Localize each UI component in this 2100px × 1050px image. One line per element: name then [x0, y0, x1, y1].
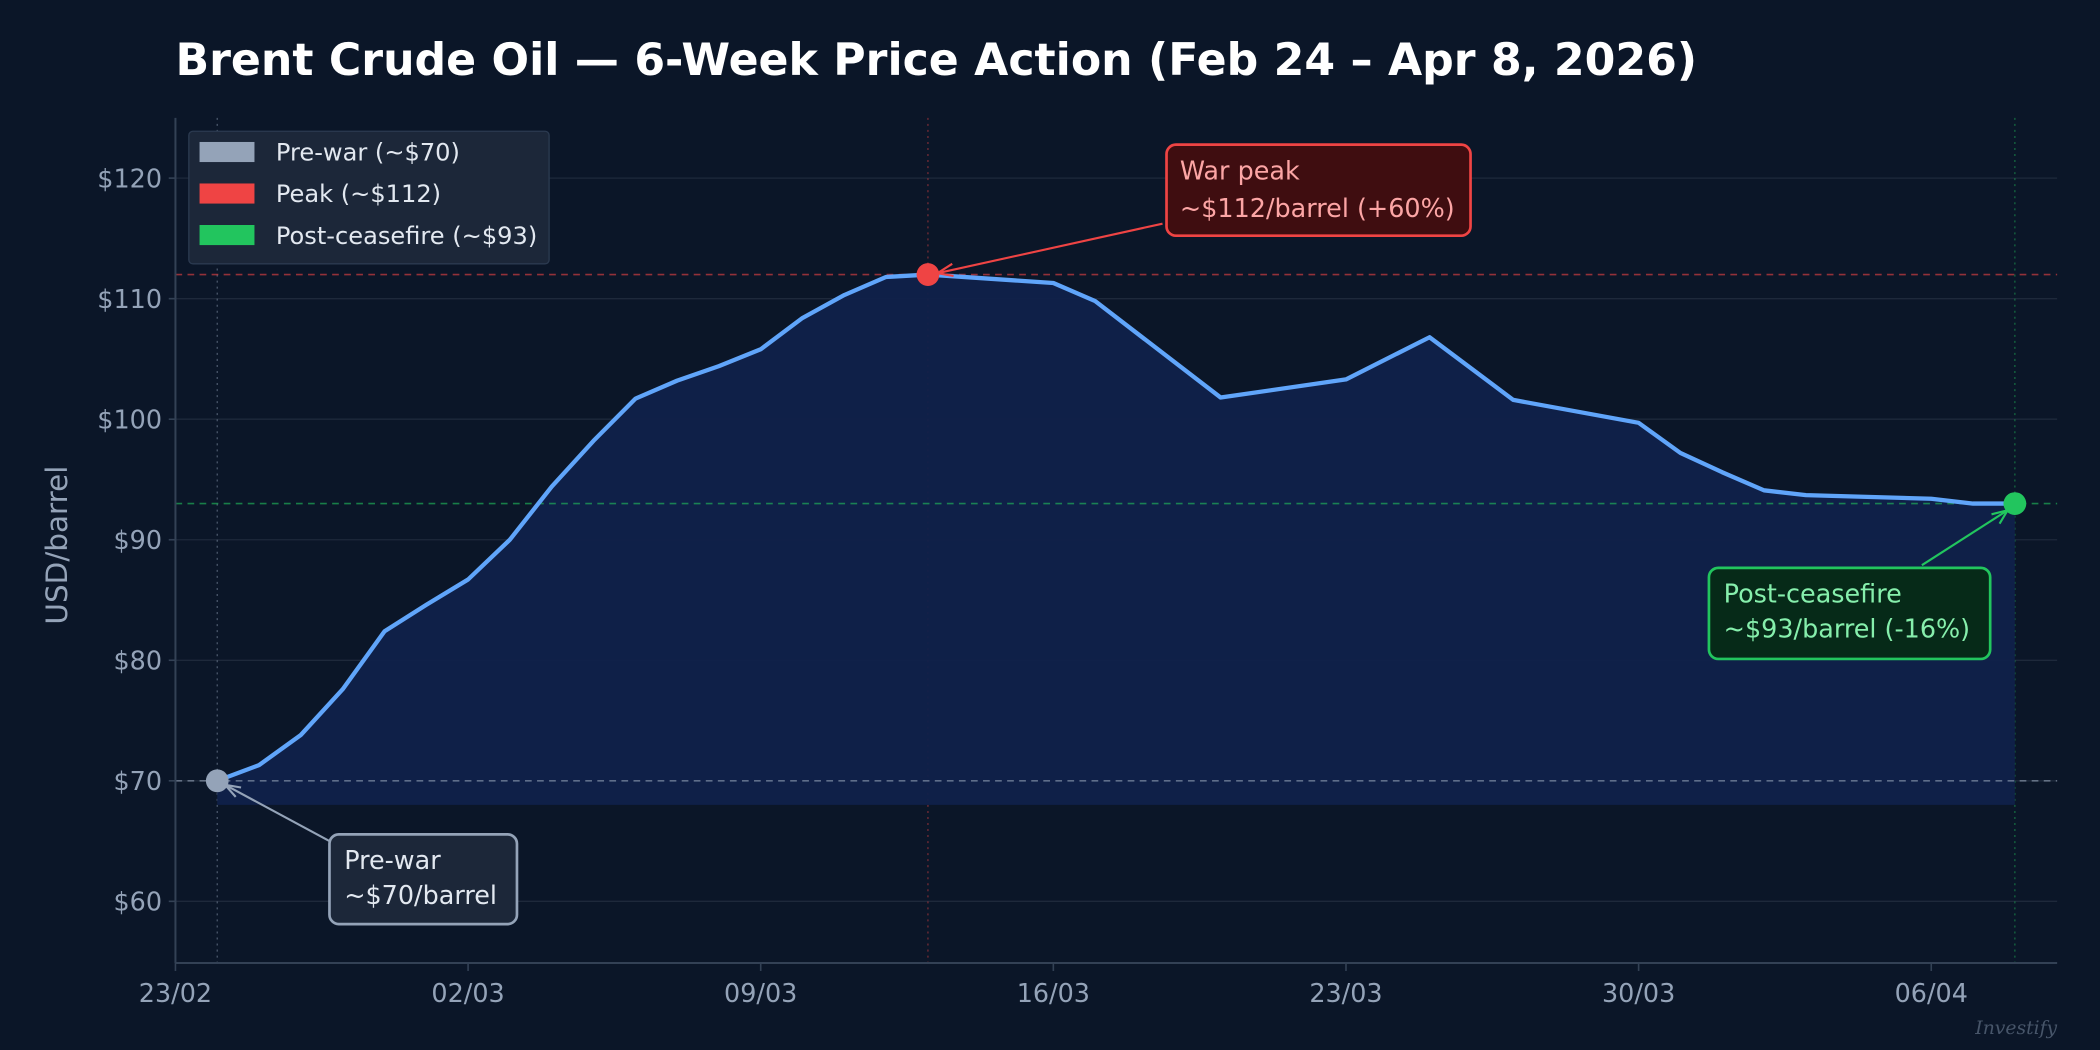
annotation-peak-value: ~$112/barrel (+60%)	[1180, 193, 1455, 223]
key-point-marker	[2003, 492, 2027, 515]
legend-item: Peak (~$112)	[199, 180, 441, 208]
reference-lines	[175, 273, 2058, 782]
annotation-post-title: Post-ceasefire	[1724, 579, 1902, 609]
legend-label: Peak (~$112)	[276, 180, 441, 208]
x-ticks: 23/02 02/03 09/03 16/03 23/03 30/03 06/04	[139, 962, 1968, 1008]
y-tick-label: $120	[97, 164, 162, 194]
arrow-icon	[937, 222, 1163, 275]
annotation-pre-war: Pre-war ~$70/barrel	[224, 783, 519, 926]
annotation-post-value: ~$93/barrel (-16%)	[1724, 614, 1970, 644]
legend-swatch-icon	[199, 141, 255, 163]
y-tick-label: $90	[113, 525, 162, 555]
chart-title: Brent Crude Oil — 6-Week Price Action (F…	[175, 35, 1697, 86]
annotation-war-peak: War peak ~$112/barrel (+60%)	[936, 143, 1472, 277]
x-tick-label: 06/04	[1895, 978, 1968, 1008]
legend: Pre-war (~$70) Peak (~$112) Post-ceasefire…	[188, 130, 550, 265]
annotation-post-ceasefire: Post-ceasefire ~$93/barrel (-16%)	[1707, 509, 2009, 661]
annotation-prewar-title: Pre-war	[344, 845, 441, 875]
y-tick-label: $60	[113, 887, 162, 917]
annotation-prewar-value: ~$70/barrel	[344, 880, 497, 910]
price-area-fill	[217, 274, 2015, 805]
legend-swatch-icon	[199, 225, 255, 246]
x-tick-label: 02/03	[431, 978, 504, 1008]
x-tick-label: 23/03	[1309, 978, 1382, 1008]
key-point-marker	[205, 769, 229, 793]
legend-swatch-icon	[199, 183, 255, 204]
annotation-peak-title: War peak	[1180, 155, 1300, 185]
arrow-icon	[224, 783, 330, 843]
y-tick-label: $70	[113, 766, 162, 796]
legend-label: Pre-war (~$70)	[276, 139, 460, 167]
y-tick-label: $100	[97, 405, 162, 435]
price-line	[216, 272, 2015, 783]
legend-label: Post-ceasefire (~$93)	[276, 222, 537, 250]
arrow-icon	[1921, 509, 2009, 567]
y-ticks: $60 $70 $80 $90 $100 $110 $120	[97, 164, 176, 917]
y-tick-label: $110	[97, 284, 162, 314]
legend-item: Pre-war (~$70)	[199, 139, 460, 167]
y-axis-label: USD/barrel	[40, 466, 74, 625]
arrowhead-icon	[1991, 509, 2009, 525]
key-point-marker	[916, 263, 940, 286]
key-point-markers	[205, 263, 2027, 793]
x-tick-label: 16/03	[1017, 978, 1090, 1008]
legend-item: Post-ceasefire (~$93)	[199, 222, 537, 250]
watermark: Investify	[1974, 1018, 2057, 1039]
x-tick-label: 30/03	[1602, 978, 1675, 1008]
y-tick-label: $80	[113, 646, 162, 676]
arrowhead-icon	[936, 262, 954, 277]
x-tick-label: 09/03	[724, 978, 797, 1008]
x-tick-label: 23/02	[139, 978, 212, 1008]
